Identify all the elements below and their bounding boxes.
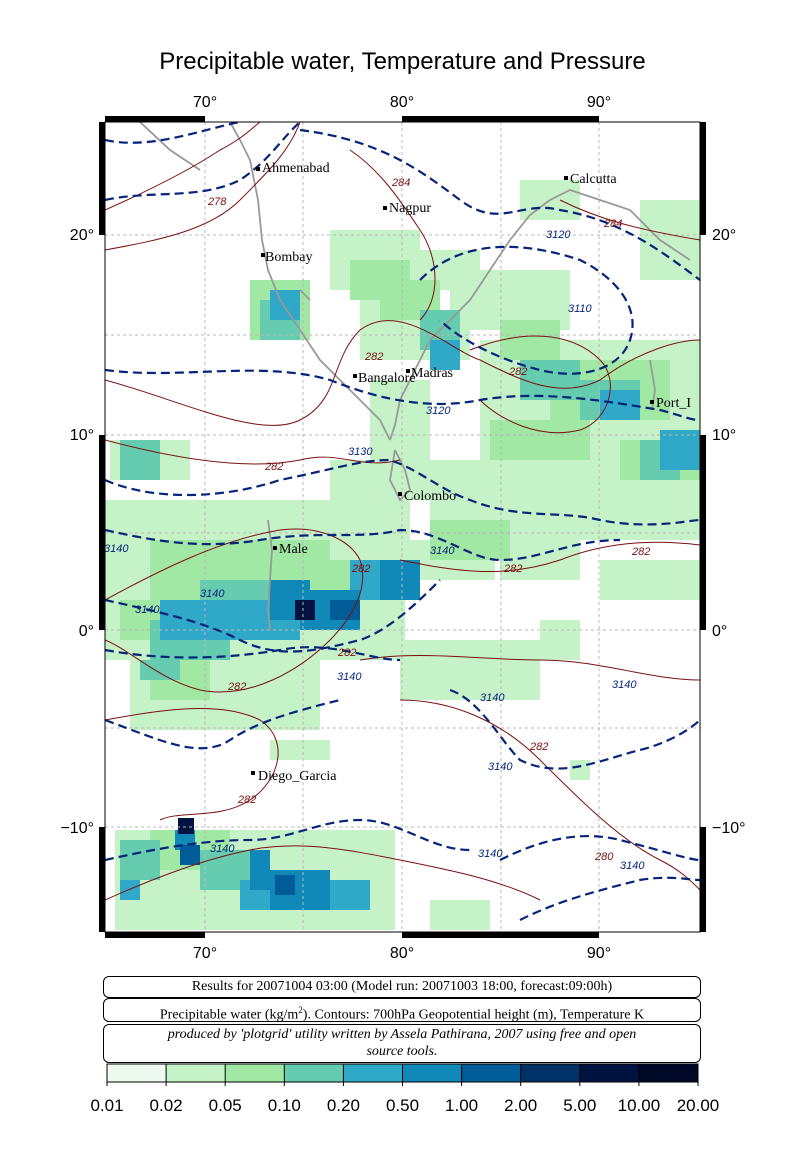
results-info-box: Results for 20071004 03:00 (Model run: 2… xyxy=(103,976,701,998)
gph-label: 3140 xyxy=(104,543,129,555)
colorbar-label: 0.10 xyxy=(267,1096,301,1115)
colorbar-segment xyxy=(638,1064,698,1082)
colorbar-segment xyxy=(166,1064,226,1082)
map-frame-ticks xyxy=(99,116,706,938)
gph-label: 3140 xyxy=(612,679,637,691)
geopotential-contours xyxy=(105,122,700,921)
colorbar-label: 20.00 xyxy=(676,1096,720,1115)
city-label: Bombay xyxy=(265,250,312,265)
temp-label: 282 xyxy=(264,461,283,473)
gph-label: 3110 xyxy=(568,303,593,315)
gph-label: 3130 xyxy=(348,446,373,458)
city-markers: Ahmenabad Nagpur Calcutta Bombay Bangalo… xyxy=(251,161,691,784)
colorbar-label: 10.00 xyxy=(617,1096,661,1115)
bottom-lon-label: 80° xyxy=(390,945,414,962)
temp-label: 284 xyxy=(603,218,622,230)
colorbar-label: 0.20 xyxy=(326,1096,360,1115)
temp-label: 282 xyxy=(631,546,650,558)
gph-label: 3140 xyxy=(430,545,455,557)
gph-label: 3140 xyxy=(200,588,225,600)
colorbar-segment xyxy=(402,1064,462,1082)
temp-label: 282 xyxy=(364,351,383,363)
colorbar-segment xyxy=(520,1064,580,1082)
legend-superscript: 2 xyxy=(298,1005,303,1015)
temp-label: 280 xyxy=(594,851,614,863)
left-lat-label: 0° xyxy=(79,623,94,640)
credit-box: produced by 'plotgrid' utility written b… xyxy=(103,1024,701,1063)
colorbar-segment xyxy=(461,1064,521,1082)
gph-label: 3140 xyxy=(480,692,505,704)
temp-label: 282 xyxy=(237,794,256,806)
gph-label: 3140 xyxy=(337,671,362,683)
temp-label: 282 xyxy=(508,366,527,378)
coastline xyxy=(139,122,691,631)
gph-label: 3140 xyxy=(478,848,503,860)
temp-label: 284 xyxy=(391,177,410,189)
legend-info-box: Precipitable water (kg/m2). Contours: 70… xyxy=(103,998,701,1023)
temp-label: 282 xyxy=(503,563,522,575)
top-lon-label: 90° xyxy=(587,94,611,111)
city-label: Port_I xyxy=(656,396,691,411)
gph-label: 3140 xyxy=(488,761,513,773)
colorbar-label: 0.01 xyxy=(90,1096,124,1115)
city-label: Diego_Garcia xyxy=(258,769,337,784)
geopotential-labels: 3120 3110 3120 3130 3140 3140 3140 3140 … xyxy=(104,229,645,872)
city-label: Ahmenabad xyxy=(262,161,330,176)
legend-text-b: ). Contours: 700hPa Geopotential height … xyxy=(302,1007,645,1023)
graticule xyxy=(105,122,700,932)
gph-label: 3140 xyxy=(620,860,645,872)
results-text: Results for 20071004 03:00 (Model run: 2… xyxy=(191,979,613,994)
right-lat-label: −10° xyxy=(712,820,746,837)
credit-line-1: produced by 'plotgrid' utility written b… xyxy=(167,1027,637,1042)
colorbar-label: 0.02 xyxy=(149,1096,183,1115)
colorbar-segment xyxy=(579,1064,639,1082)
city-label: Bangalore xyxy=(358,371,416,386)
right-lat-label: 10° xyxy=(712,427,736,444)
colorbar-label: 0.05 xyxy=(208,1096,242,1115)
city-label: Male xyxy=(279,542,308,557)
colorbar-segment xyxy=(343,1064,403,1082)
temp-label: 278 xyxy=(207,196,227,208)
temp-label: 282 xyxy=(351,563,370,575)
gph-label: 3140 xyxy=(135,604,160,616)
colorbar-segment xyxy=(225,1064,285,1082)
legend-text-a: Precipitable water (kg/m xyxy=(159,1007,299,1023)
right-lat-label: 0° xyxy=(712,623,727,640)
left-lat-label: 10° xyxy=(70,427,94,444)
colorbar-segment xyxy=(284,1064,344,1082)
gph-label: 3120 xyxy=(546,229,571,241)
top-lon-label: 70° xyxy=(193,94,217,111)
axis-labels: 70° 80° 90° 70° 80° 90° 20° 10° 0° −10° … xyxy=(60,94,745,962)
colorbar-label: 2.00 xyxy=(504,1096,538,1115)
colorbar-label: 1.00 xyxy=(445,1096,479,1115)
left-lat-label: −10° xyxy=(60,820,94,837)
top-lon-label: 80° xyxy=(390,94,414,111)
map-title: Precipitable water, Temperature and Pres… xyxy=(159,48,646,75)
city-label: Madras xyxy=(411,366,453,381)
colorbar xyxy=(106,1063,699,1086)
gph-label: 3120 xyxy=(426,405,451,417)
bottom-lon-label: 70° xyxy=(193,945,217,962)
temperature-labels: 278 284 284 282 282 282 282 282 282 282 … xyxy=(207,177,650,863)
credit-line-2: source tools. xyxy=(366,1044,438,1059)
city-label: Colombo xyxy=(404,489,456,504)
city-label: Nagpur xyxy=(389,201,431,216)
temp-label: 282 xyxy=(227,681,246,693)
colorbar-label: 5.00 xyxy=(563,1096,597,1115)
colorbar-segment xyxy=(107,1064,167,1082)
right-lat-label: 20° xyxy=(712,227,736,244)
bottom-lon-label: 90° xyxy=(587,945,611,962)
temperature-contours xyxy=(105,122,700,901)
left-lat-label: 20° xyxy=(70,227,94,244)
temp-label: 282 xyxy=(529,741,548,753)
colorbar-label: 0.50 xyxy=(385,1096,420,1115)
temp-label: 282 xyxy=(337,647,356,659)
city-label: Calcutta xyxy=(570,172,617,187)
gph-label: 3140 xyxy=(210,843,235,855)
